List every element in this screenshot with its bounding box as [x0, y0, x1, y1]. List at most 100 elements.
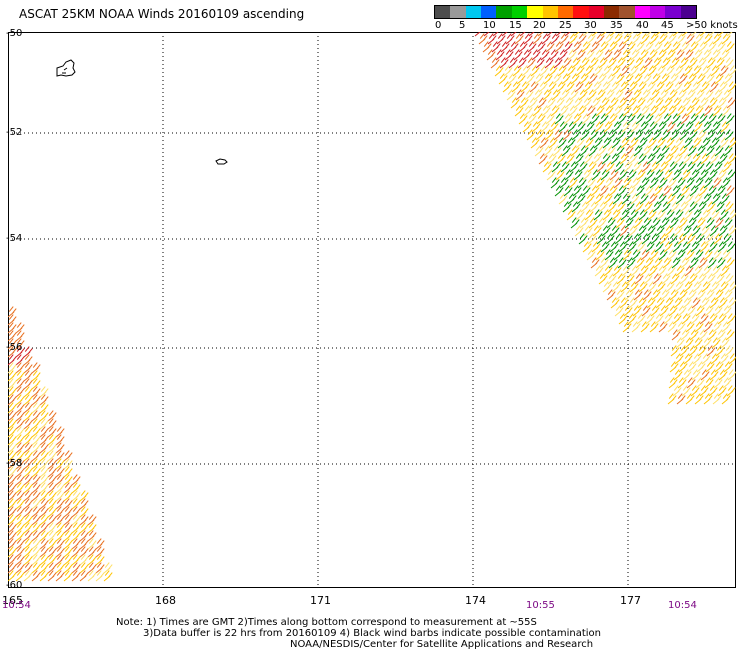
wind-barb	[15, 442, 25, 454]
wind-barb	[643, 129, 653, 141]
wind-barb	[588, 217, 598, 229]
wind-barb	[671, 329, 681, 341]
legend-label: 25	[559, 20, 572, 31]
wind-barb	[594, 121, 604, 133]
wind-barb	[536, 41, 546, 53]
wind-barb	[526, 57, 536, 69]
wind-barb	[631, 105, 641, 117]
island-outline	[215, 158, 228, 165]
wind-barb	[704, 377, 714, 389]
wind-barb	[634, 129, 644, 141]
legend-label: >50 knots	[686, 20, 738, 31]
wind-barb	[87, 554, 97, 566]
wind-barb	[513, 49, 523, 61]
wind-barb	[591, 32, 598, 37]
wind-barb	[721, 321, 731, 333]
wind-barb	[486, 49, 496, 61]
wind-barb	[71, 514, 81, 526]
wind-barb	[592, 225, 602, 237]
wind-barb	[552, 73, 562, 85]
wind-barb	[658, 33, 668, 45]
wind-barb	[586, 177, 596, 189]
wind-barb	[618, 97, 628, 109]
wind-barb	[685, 33, 695, 45]
wind-barb	[599, 185, 609, 197]
wind-barb	[39, 506, 49, 518]
wind-barb	[8, 554, 17, 566]
wind-barb	[31, 538, 41, 550]
wind-barb	[634, 57, 644, 69]
note-line: 3)Data buffer is 22 hrs from 20160109 4)…	[143, 628, 601, 639]
wind-barb	[637, 225, 647, 237]
legend-swatch	[496, 6, 512, 18]
wind-barb	[510, 97, 520, 109]
wind-barb	[687, 217, 697, 229]
wind-barb	[608, 41, 618, 53]
lat-label: -52	[6, 127, 23, 138]
wind-barb	[588, 73, 598, 85]
wind-barb	[523, 33, 533, 45]
wind-barb	[615, 217, 625, 229]
wind-barb	[660, 217, 670, 229]
wind-barb	[8, 434, 17, 446]
wind-barb	[697, 57, 707, 69]
wind-barb	[79, 514, 89, 526]
wind-barb	[47, 418, 57, 430]
wind-barb	[23, 378, 33, 390]
wind-barb	[586, 33, 596, 45]
wind-barb	[638, 281, 648, 293]
wind-barb	[725, 257, 735, 269]
wind-barb	[672, 313, 682, 325]
wind-barb	[663, 313, 673, 325]
wind-barb	[570, 73, 580, 85]
wind-barb	[722, 161, 732, 173]
wind-barb	[714, 73, 724, 85]
wind-barb	[693, 49, 703, 61]
wind-barb	[619, 153, 629, 165]
wind-barb	[573, 32, 580, 37]
wind-barb	[587, 233, 597, 245]
wind-barb	[594, 49, 604, 61]
wind-barb	[593, 65, 603, 77]
wind-barb	[55, 490, 65, 502]
wind-barb	[684, 49, 694, 61]
wind-barb	[642, 73, 652, 85]
wind-barb	[522, 121, 532, 133]
wind-barb	[565, 81, 575, 93]
wind-barb	[712, 177, 722, 189]
wind-barb	[625, 57, 635, 69]
wind-barb	[613, 105, 623, 117]
wind-barb	[63, 546, 73, 558]
wind-barb	[621, 265, 631, 277]
wind-barb	[506, 89, 516, 101]
wind-barb	[542, 89, 552, 101]
wind-barb	[574, 153, 584, 165]
wind-speed-legend	[434, 5, 697, 19]
wind-barb	[8, 378, 17, 390]
wind-barb	[616, 273, 626, 285]
lon-label: 168	[155, 594, 176, 607]
wind-barb	[594, 193, 604, 205]
wind-barb	[636, 97, 646, 109]
wind-barb	[650, 305, 660, 317]
wind-barb	[8, 514, 17, 526]
wind-barb	[683, 353, 693, 365]
wind-barb	[706, 273, 716, 285]
wind-barb	[604, 249, 614, 261]
wind-barb	[616, 57, 626, 69]
wind-barb	[580, 57, 590, 69]
wind-barb	[554, 41, 564, 53]
wind-barb	[572, 41, 582, 53]
wind-barb	[672, 97, 682, 109]
wind-barb	[659, 161, 669, 173]
wind-barb	[8, 522, 17, 534]
wind-barb	[662, 41, 672, 53]
wind-barb	[586, 105, 596, 117]
wind-barb	[55, 434, 65, 446]
wind-barb	[690, 169, 700, 181]
wind-barb	[602, 137, 612, 149]
wind-barb	[504, 49, 514, 61]
wind-barb	[722, 233, 732, 245]
wind-barb	[562, 129, 572, 141]
wind-barb	[627, 32, 634, 37]
